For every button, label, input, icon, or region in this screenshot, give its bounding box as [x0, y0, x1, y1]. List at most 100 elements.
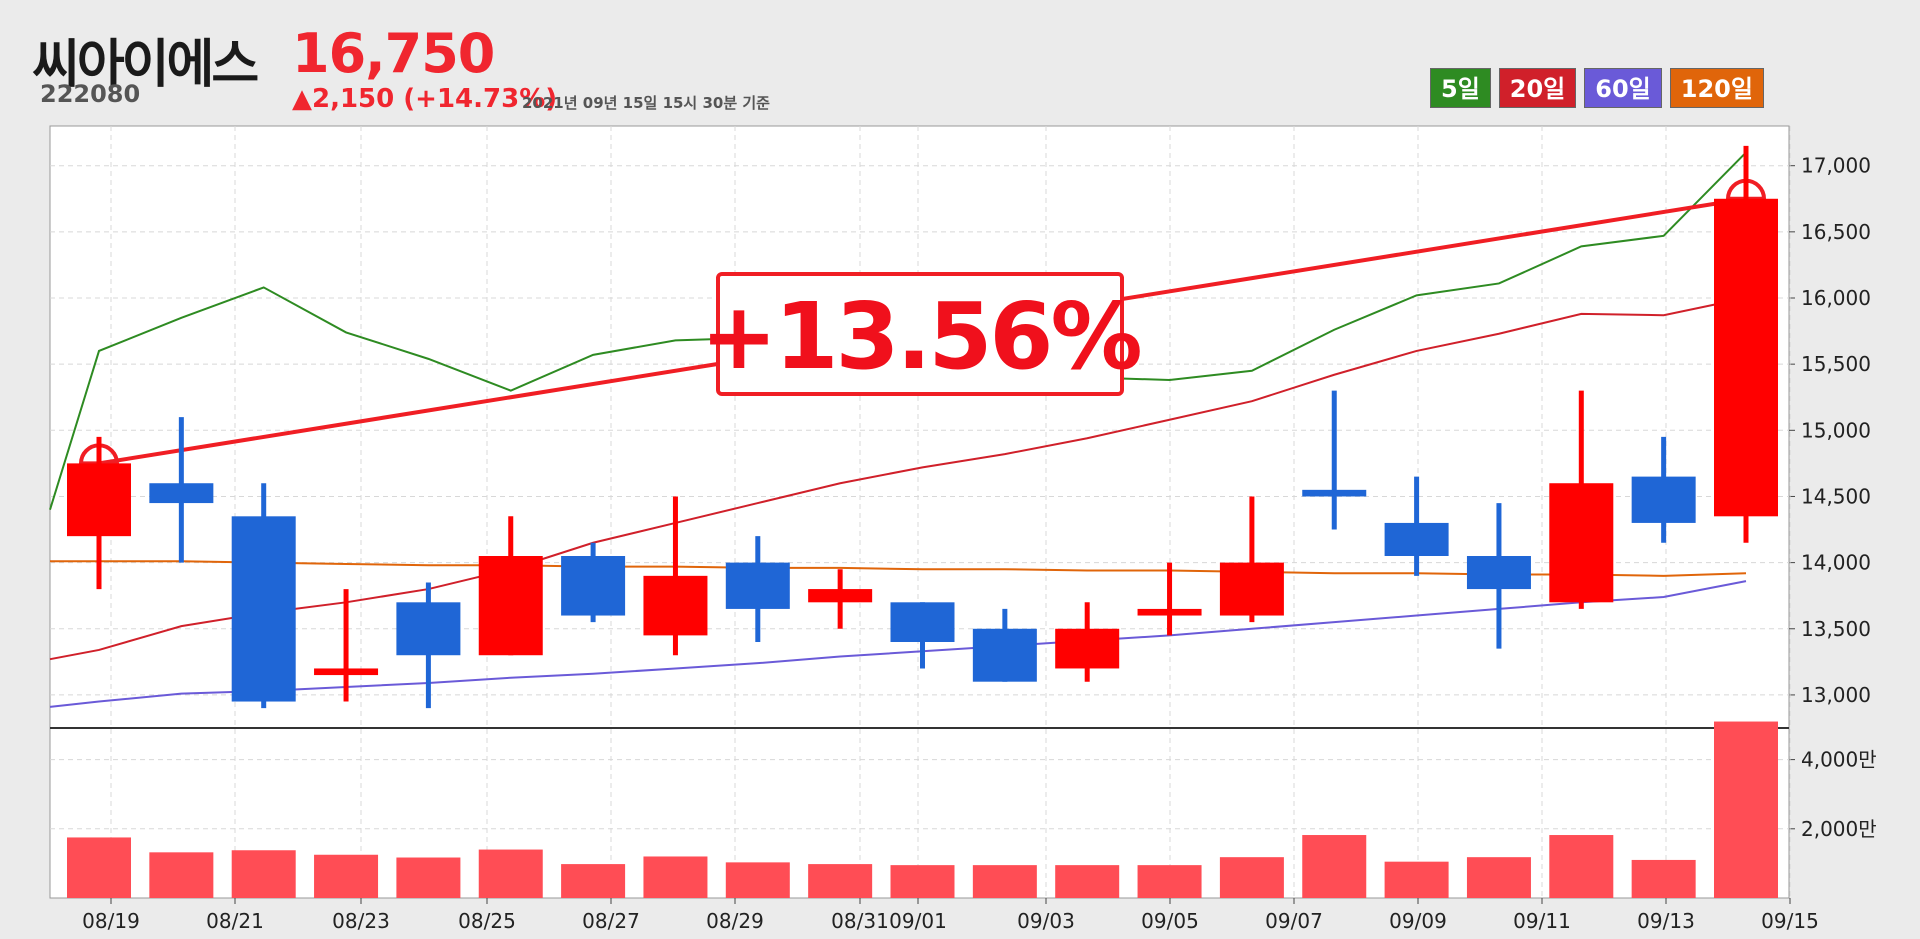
candle	[1631, 436, 1696, 543]
ma5-button[interactable]: 5일	[1430, 68, 1491, 108]
ma60-button[interactable]: 60일	[1584, 68, 1662, 108]
volume-bar	[972, 865, 1037, 898]
candle-body	[231, 516, 296, 702]
candle-body	[396, 602, 461, 656]
volume-bar	[314, 854, 379, 898]
stock-code: 222080	[40, 80, 141, 108]
x-tick-label: 08/27	[582, 909, 640, 933]
x-tick-label: 08/21	[206, 909, 264, 933]
volume-bar	[643, 856, 708, 898]
x-tick-label: 09/05	[1141, 909, 1199, 933]
timestamp: 2021년 09년 15일 15시 30분 기준	[522, 94, 770, 112]
stock-name: 씨아이에스	[32, 35, 259, 95]
x-tick-label: 09/13	[1637, 909, 1695, 933]
x-tick-label: 08/19	[82, 909, 140, 933]
price-change: ▲2,150 (+14.73%)	[292, 84, 558, 114]
candle	[149, 417, 214, 563]
y-tick-label: 14,500	[1801, 484, 1871, 508]
change-annotation-label: +13.56%	[700, 283, 1140, 390]
volume-bar	[1466, 857, 1531, 898]
candle	[1714, 145, 1778, 543]
candle-body	[808, 589, 873, 603]
y-tick-label: 15,500	[1801, 352, 1871, 376]
volume-bar	[1384, 861, 1449, 898]
volume-tick-label: 4,000만	[1801, 748, 1877, 772]
y-tick-label: 15,000	[1801, 418, 1871, 442]
candle-body	[1714, 198, 1778, 517]
candle-body	[1055, 628, 1120, 669]
x-tick-label: 09/03	[1017, 909, 1075, 933]
candle-body	[561, 556, 626, 616]
x-tick-label: 09/11	[1513, 909, 1571, 933]
volume-bar	[1219, 857, 1284, 898]
candle-body	[643, 575, 708, 636]
volume-bar	[1055, 865, 1120, 898]
current-price: 16,750	[292, 22, 495, 85]
x-tick-label: 08/31	[831, 909, 889, 933]
x-tick-label: 09/09	[1389, 909, 1447, 933]
moving-average-toggles: 5일 20일 60일 120일	[1430, 68, 1764, 108]
candle	[643, 496, 708, 656]
candle-body	[314, 668, 379, 676]
x-tick-label: 09/01	[889, 909, 947, 933]
candle-body	[890, 602, 955, 642]
volume-bar	[1631, 859, 1696, 898]
ma120-line	[50, 560, 1747, 577]
candle-body	[67, 463, 131, 537]
volume-bar	[561, 864, 626, 898]
volume-tick-label: 2,000만	[1801, 817, 1877, 841]
y-tick-label: 13,000	[1801, 683, 1871, 707]
candle	[396, 582, 461, 709]
candle-body	[1302, 489, 1367, 497]
ma120-button[interactable]: 120일	[1669, 68, 1764, 108]
x-tick-label: 09/07	[1265, 909, 1323, 933]
volume-bar	[478, 849, 543, 898]
candle-body	[972, 628, 1037, 682]
candle-body	[725, 562, 790, 609]
x-tick-label: 09/15	[1761, 909, 1819, 933]
x-tick-label: 08/23	[332, 909, 390, 933]
candle-body	[478, 556, 543, 656]
candle	[1384, 476, 1449, 576]
volume-bar	[67, 837, 131, 898]
y-tick-label: 17,000	[1801, 154, 1871, 178]
y-tick-label: 14,000	[1801, 551, 1871, 575]
ma20-button[interactable]: 20일	[1498, 68, 1577, 108]
candle-body	[1466, 556, 1531, 590]
volume-bar	[396, 857, 461, 898]
volume-bar	[231, 850, 296, 898]
volume-bar	[808, 864, 873, 898]
candle	[1549, 390, 1614, 609]
volume-bar	[1302, 835, 1367, 898]
y-tick-label: 16,500	[1801, 220, 1871, 244]
volume-bar	[890, 865, 955, 898]
candle-body	[1631, 476, 1696, 523]
candle	[561, 542, 626, 623]
y-tick-label: 16,000	[1801, 286, 1871, 310]
candle	[231, 483, 296, 709]
candle	[1302, 390, 1367, 530]
candle	[1137, 562, 1202, 636]
candle	[1219, 496, 1284, 623]
volume-bar	[1714, 721, 1778, 898]
volume-bar	[725, 862, 790, 898]
candle	[1055, 602, 1120, 682]
y-tick-label: 13,500	[1801, 617, 1871, 641]
candle-body	[1384, 522, 1449, 556]
ma60-line	[49, 580, 1747, 708]
volume-bar	[1549, 835, 1614, 898]
candle	[890, 602, 955, 669]
candle	[725, 536, 790, 642]
candle	[478, 516, 543, 656]
candle	[808, 569, 873, 629]
candle-body	[1219, 562, 1284, 616]
candle	[1466, 503, 1531, 649]
candle-body	[1549, 483, 1614, 603]
volume-bar	[149, 852, 214, 898]
candle-body	[1137, 608, 1202, 616]
candle-body	[149, 483, 214, 504]
ma20-line	[49, 297, 1747, 661]
volume-bar	[1137, 865, 1202, 898]
candle	[972, 608, 1037, 682]
